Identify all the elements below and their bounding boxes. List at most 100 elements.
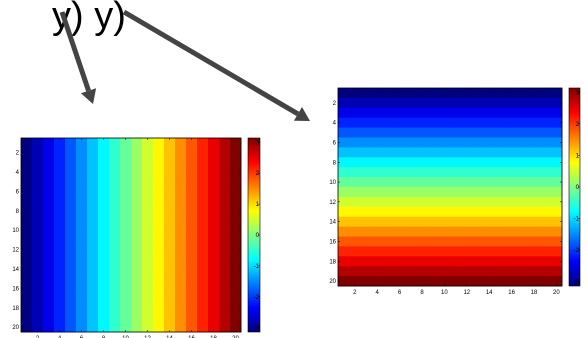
heatmap-cell — [120, 157, 132, 168]
heatmap-cell — [109, 254, 121, 265]
heatmap-cell — [360, 97, 372, 109]
heatmap-cell — [483, 157, 496, 168]
heatmap-cell — [461, 177, 473, 188]
heatmap-cell — [461, 226, 473, 237]
y-tick-label: 10 — [329, 180, 336, 186]
heatmap-cell — [371, 117, 384, 128]
heatmap-cell — [87, 302, 99, 313]
heatmap-cell — [186, 254, 198, 265]
heatmap-cell — [360, 127, 372, 138]
heatmap-cell — [338, 177, 350, 188]
heatmap-cell — [109, 312, 121, 323]
heatmap-cell — [208, 186, 220, 197]
heatmap-cell — [87, 273, 99, 284]
heatmap-cell — [349, 107, 361, 119]
heatmap-cell — [197, 293, 209, 304]
arrow-to-left-heatmap — [59, 11, 97, 104]
heatmap-cell — [349, 206, 361, 218]
heatmap-cell — [109, 215, 121, 226]
heatmap-cell — [483, 117, 496, 128]
x-tick-label: 8 — [420, 290, 424, 296]
heatmap-cell — [164, 186, 176, 197]
heatmap-cell — [131, 186, 143, 197]
heatmap-cell — [230, 235, 242, 246]
heatmap-cell — [483, 97, 496, 109]
heatmap-cell — [87, 293, 99, 304]
y-tick-label: 8 — [333, 160, 337, 166]
heatmap-cell — [32, 215, 44, 226]
heatmap-cell — [382, 88, 395, 99]
heatmap-cell — [197, 254, 209, 265]
heatmap-cell — [506, 137, 518, 148]
heatmap-cell — [349, 226, 361, 237]
heatmap-cell — [472, 88, 484, 99]
heatmap-cell — [175, 186, 187, 197]
heatmap-cell — [371, 167, 384, 178]
heatmap-cell — [120, 293, 132, 304]
heatmap-cell — [197, 273, 209, 284]
y-tick-label: 20 — [329, 279, 336, 285]
heatmap-cell — [394, 276, 406, 287]
heatmap-cell — [54, 254, 66, 265]
heatmap-cell — [153, 302, 165, 313]
heatmap-cell — [208, 283, 220, 294]
heatmap-cell — [382, 137, 395, 148]
heatmap-cell — [394, 196, 406, 208]
arrow-head — [80, 88, 97, 104]
heatmap-cell — [65, 293, 77, 304]
heatmap-cell — [208, 157, 220, 168]
heatmap-cell — [164, 244, 176, 255]
heatmap-cell — [416, 167, 428, 178]
colorbar-tick-label: 3 — [256, 140, 260, 146]
heatmap-cell — [371, 137, 384, 148]
heatmap-cell — [438, 88, 451, 99]
heatmap-cell — [506, 256, 518, 267]
heatmap-cell — [142, 254, 154, 265]
heatmap-cell — [186, 176, 198, 187]
heatmap-cell — [494, 216, 507, 227]
heatmap-cell — [550, 206, 563, 218]
heatmap-cell — [120, 196, 132, 207]
heatmap-cells — [21, 138, 242, 333]
heatmap-cell — [450, 147, 462, 158]
heatmap-cell — [76, 312, 88, 323]
heatmap-cell — [98, 176, 110, 187]
heatmap-cell — [208, 254, 220, 265]
heatmap-cell — [427, 276, 440, 287]
heatmap-cell — [43, 312, 55, 323]
heatmap-cell — [142, 302, 154, 313]
heatmap-cell — [528, 276, 540, 287]
heatmap-cell — [197, 167, 209, 178]
heatmap-cell — [219, 176, 231, 187]
heatmap-cell — [197, 205, 209, 216]
heatmap-cell — [371, 107, 384, 119]
heatmap-cell — [153, 215, 165, 226]
heatmap-cell — [494, 276, 507, 287]
y-tick-label: 12 — [12, 248, 19, 254]
heatmap-cell — [416, 97, 428, 109]
heatmap-cell — [65, 302, 77, 313]
heatmap-cell — [54, 235, 66, 246]
heatmap-cell — [54, 205, 66, 216]
heatmap-cell — [506, 147, 518, 158]
heatmap-cell — [208, 312, 220, 323]
arrow-shaft — [59, 11, 91, 92]
heatmap-cell — [219, 312, 231, 323]
heatmap-cell — [427, 246, 440, 257]
heatmap-cell — [394, 246, 406, 257]
heatmap-cell — [360, 187, 372, 198]
colorbar-tick-label: 3 — [576, 90, 580, 96]
heatmap-cell — [371, 266, 384, 277]
heatmap-cell — [338, 97, 350, 109]
heatmap-cell — [506, 187, 518, 198]
heatmap-cell — [517, 216, 529, 227]
heatmap-cell — [539, 276, 552, 287]
heatmap-cell — [153, 205, 165, 216]
heatmap-cell — [197, 215, 209, 226]
heatmap-cell — [450, 216, 462, 227]
heatmap-cell — [517, 276, 529, 287]
heatmap-cell — [98, 157, 110, 168]
heatmap-cell — [539, 226, 552, 237]
heatmap-cell — [472, 147, 484, 158]
heatmap-cell — [186, 196, 198, 207]
